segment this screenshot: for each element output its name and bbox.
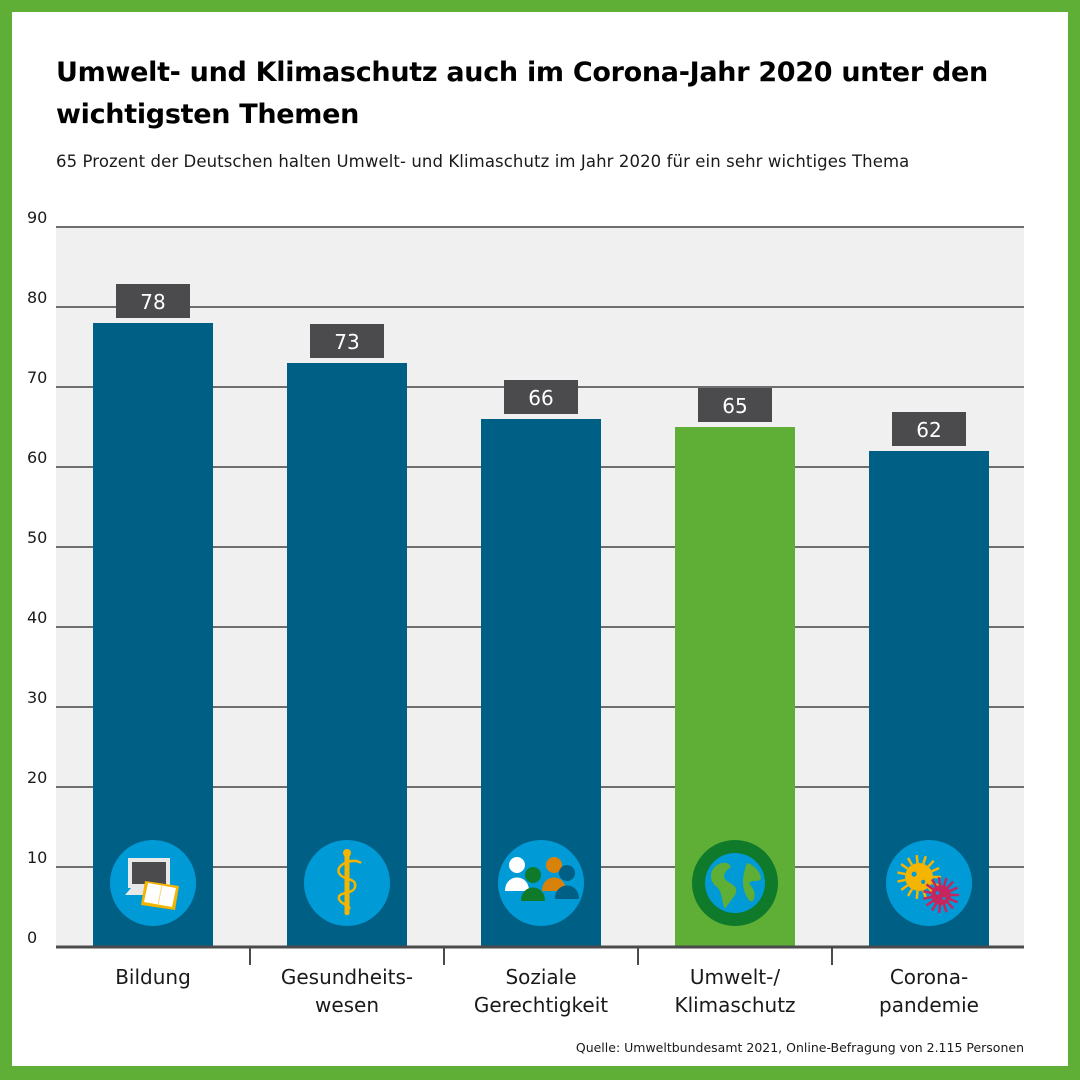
virus-spike <box>942 904 948 913</box>
person-head <box>559 865 575 881</box>
value-labels: 78 73 66 65 62 <box>116 284 966 446</box>
virus-spike <box>906 857 914 866</box>
virus-body <box>931 885 951 905</box>
value-label-box <box>504 380 578 414</box>
value-label: 78 <box>140 290 165 314</box>
value-label: 73 <box>334 330 359 354</box>
y-tick-label: 0 <box>27 928 37 947</box>
x-category-label: wesen <box>315 993 379 1017</box>
people-group-icon <box>498 840 584 926</box>
staff-of-asclepius-icon <box>304 840 390 926</box>
virus-spike <box>925 883 934 891</box>
value-label: 62 <box>916 418 941 442</box>
staff-top <box>343 849 351 857</box>
value-label-box <box>310 324 384 358</box>
virus-spike <box>937 904 942 914</box>
y-tick-label: 50 <box>27 528 47 547</box>
virus-spike <box>906 888 914 897</box>
y-tick-label: 40 <box>27 608 47 627</box>
value-label: 65 <box>722 394 747 418</box>
virus-spike <box>897 871 906 876</box>
virus-dot <box>921 879 926 884</box>
chart-title: Umwelt- und Klimaschutz auch im Corona-J… <box>56 57 988 130</box>
globe-land <box>743 863 761 902</box>
y-tick-label: 80 <box>27 288 47 307</box>
person-head <box>509 857 525 873</box>
laptop-book-icon <box>110 840 196 926</box>
y-tick-label: 60 <box>27 448 47 467</box>
globe-icon <box>692 840 778 926</box>
virus-spike <box>946 880 954 889</box>
virus-spike <box>897 878 906 883</box>
person-head <box>525 867 541 883</box>
person-body <box>555 885 579 899</box>
person-body <box>542 877 566 891</box>
x-category-label: Soziale <box>505 965 576 989</box>
virus-spike <box>923 895 932 900</box>
virus-body <box>905 863 933 891</box>
x-category-label: Umwelt-/ <box>690 965 780 989</box>
x-axis: Bildung Gesundheits-wesen Soziale Gerechtig… <box>56 945 1024 1017</box>
source-note: Quelle: Umweltbundesamt 2021, Online-Bef… <box>575 1040 1024 1055</box>
virus-spike <box>900 863 909 870</box>
virus-spike <box>923 890 932 895</box>
laptop-screen <box>132 862 166 884</box>
y-tick-label: 30 <box>27 688 47 707</box>
x-category-label: Corona- <box>890 965 968 989</box>
virus-spike <box>915 890 919 900</box>
category-icons <box>110 840 972 926</box>
virus-spike <box>927 859 935 868</box>
virus-spike <box>930 903 938 912</box>
y-tick-label: 10 <box>27 848 47 867</box>
virus-spike <box>946 901 954 910</box>
value-label: 66 <box>528 386 553 410</box>
y-tick-label: 90 <box>27 208 47 227</box>
x-category-label: Gesundheits- <box>281 965 413 989</box>
book-spine <box>157 884 163 906</box>
virus-spike <box>925 899 934 907</box>
globe-land <box>710 862 737 909</box>
snake <box>337 859 362 910</box>
virus-spike <box>930 878 938 887</box>
person-head <box>546 857 562 873</box>
person-body <box>505 877 529 891</box>
chart-subtitle: 65 Prozent der Deutschen halten Umwelt- … <box>56 152 910 171</box>
y-tick-label: 20 <box>27 768 47 787</box>
value-label-box <box>698 388 772 422</box>
virus-spike <box>937 876 942 886</box>
x-category-label: pandemie <box>879 993 979 1017</box>
virus-spike <box>942 877 948 886</box>
y-axis-ticks: 0 10 20 30 40 50 60 70 80 90 <box>27 208 47 947</box>
x-category-label: Bildung <box>115 965 191 989</box>
staff <box>344 853 350 915</box>
virus-dot <box>911 871 917 877</box>
value-label-box <box>116 284 190 318</box>
person-body <box>521 887 545 901</box>
virus-spike <box>949 886 958 893</box>
value-label-box <box>892 412 966 446</box>
y-tick-label: 70 <box>27 368 47 387</box>
virus-spike <box>922 855 927 865</box>
x-category-label: Klimaschutz <box>674 993 795 1017</box>
virus-icon <box>886 840 972 926</box>
virus-spike <box>949 897 958 904</box>
virus-spike <box>931 866 940 873</box>
virus-spike <box>900 884 909 891</box>
x-category-label: Gerechtigkeit <box>474 993 608 1017</box>
virus-dot <box>942 897 946 900</box>
virus-dot <box>935 891 940 895</box>
virus-spike <box>915 854 919 864</box>
